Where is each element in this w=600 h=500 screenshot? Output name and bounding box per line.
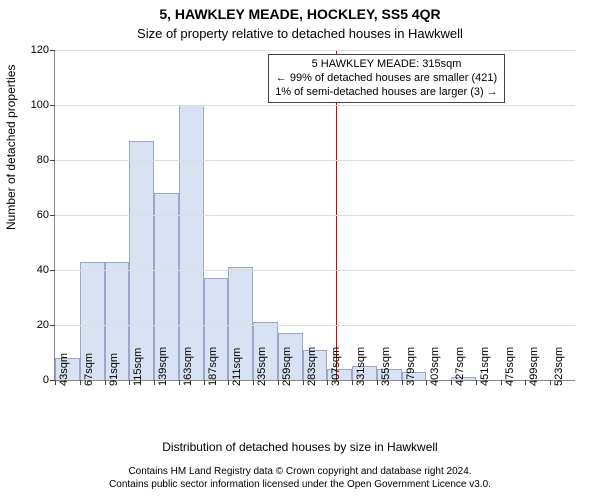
xtick-label: 115sqm (132, 348, 144, 386)
annotation-line-3: 1% of semi-detached houses are larger (3… (275, 86, 498, 100)
ytick-label: 0 (43, 374, 49, 386)
xtick-label: 187sqm (207, 347, 219, 386)
xtick-label: 451sqm (479, 347, 491, 386)
xtick-mark (525, 380, 526, 385)
chart-title: 5, HAWKLEY MEADE, HOCKLEY, SS5 4QR (0, 6, 600, 22)
gridline (55, 105, 575, 106)
footer-line-1: Contains HM Land Registry data © Crown c… (0, 466, 600, 479)
footer-text: Contains HM Land Registry data © Crown c… (0, 466, 600, 491)
ytick-label: 120 (31, 44, 49, 56)
xtick-mark (204, 380, 205, 385)
xtick-label: 475sqm (504, 347, 516, 386)
chart-subtitle: Size of property relative to detached ho… (0, 26, 600, 41)
xtick-mark (501, 380, 502, 385)
xtick-mark (451, 380, 452, 385)
xtick-label: 43sqm (58, 353, 70, 386)
ytick-mark (50, 325, 55, 326)
xtick-mark (154, 380, 155, 385)
xtick-label: 331sqm (355, 347, 367, 386)
xtick-label: 427sqm (454, 347, 466, 386)
xtick-label: 211sqm (231, 348, 243, 386)
xtick-label: 307sqm (330, 347, 342, 386)
xtick-mark (179, 380, 180, 385)
ytick-label: 40 (37, 264, 49, 276)
footer-line-2: Contains public sector information licen… (0, 479, 600, 492)
xtick-label: 67sqm (83, 353, 95, 386)
ytick-label: 80 (37, 154, 49, 166)
xtick-label: 283sqm (306, 347, 318, 386)
annotation-box: 5 HAWKLEY MEADE: 315sqm ← 99% of detache… (268, 54, 505, 103)
ytick-label: 60 (37, 209, 49, 221)
xtick-mark (303, 380, 304, 385)
histogram-bar (129, 141, 154, 380)
ytick-label: 20 (37, 319, 49, 331)
xtick-mark (327, 380, 328, 385)
xtick-label: 379sqm (405, 347, 417, 386)
xtick-label: 139sqm (157, 347, 169, 386)
ytick-label: 100 (31, 99, 49, 111)
gridline (55, 270, 575, 271)
xtick-label: 523sqm (553, 347, 565, 386)
xtick-label: 403sqm (429, 347, 441, 386)
chart-container: 5, HAWKLEY MEADE, HOCKLEY, SS5 4QR Size … (0, 0, 600, 500)
xtick-mark (476, 380, 477, 385)
xtick-mark (550, 380, 551, 385)
x-axis-label: Distribution of detached houses by size … (0, 440, 600, 454)
xtick-mark (377, 380, 378, 385)
annotation-line-2: ← 99% of detached houses are smaller (42… (275, 72, 498, 86)
xtick-label: 259sqm (281, 347, 293, 386)
gridline (55, 215, 575, 216)
xtick-mark (105, 380, 106, 385)
ytick-mark (50, 105, 55, 106)
plot-area: 5 HAWKLEY MEADE: 315sqm ← 99% of detache… (54, 50, 575, 381)
xtick-label: 163sqm (182, 347, 194, 386)
xtick-mark (129, 380, 130, 385)
y-axis-label: Number of detached properties (4, 65, 18, 230)
xtick-mark (253, 380, 254, 385)
xtick-label: 499sqm (528, 347, 540, 386)
xtick-mark (80, 380, 81, 385)
gridline (55, 160, 575, 161)
xtick-mark (426, 380, 427, 385)
xtick-label: 355sqm (380, 347, 392, 386)
annotation-line-1: 5 HAWKLEY MEADE: 315sqm (275, 58, 498, 72)
ytick-mark (50, 50, 55, 51)
ytick-mark (50, 160, 55, 161)
xtick-mark (55, 380, 56, 385)
xtick-mark (278, 380, 279, 385)
ytick-mark (50, 270, 55, 271)
gridline (55, 325, 575, 326)
gridline (55, 50, 575, 51)
histogram-bar (179, 105, 204, 380)
ytick-mark (50, 215, 55, 216)
xtick-label: 235sqm (256, 347, 268, 386)
xtick-mark (352, 380, 353, 385)
xtick-label: 91sqm (108, 353, 120, 386)
xtick-mark (228, 380, 229, 385)
xtick-mark (402, 380, 403, 385)
